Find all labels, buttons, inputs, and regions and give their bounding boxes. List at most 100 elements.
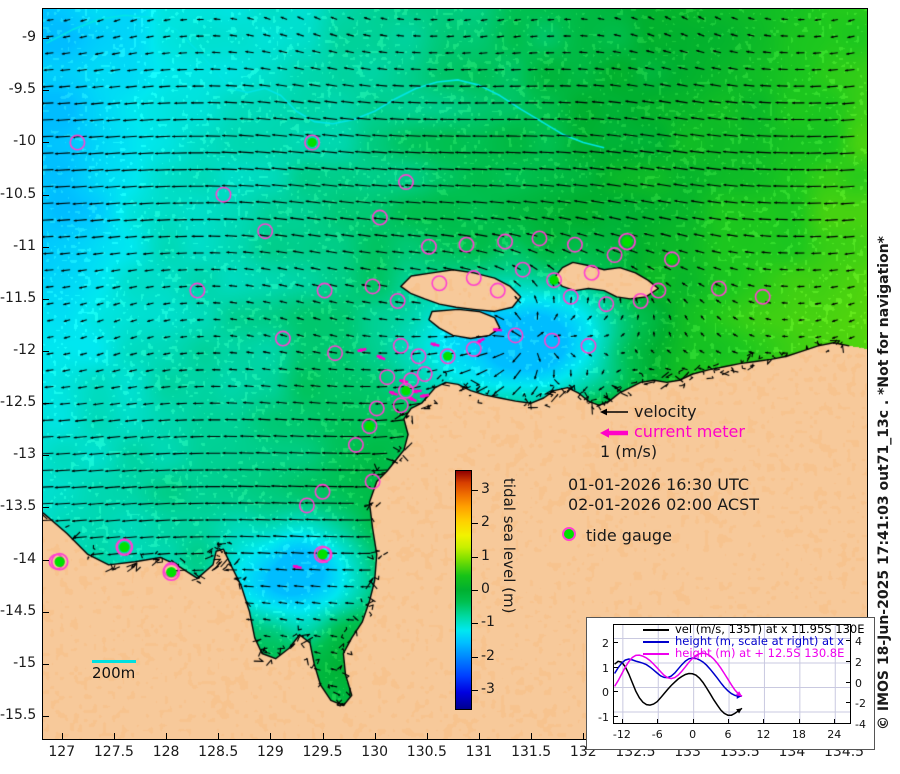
copyright-notice: © IMOS 18-Jun-2025 17:41:03 out71_13c . … [876, 236, 892, 730]
inset-legend-swatch [643, 641, 669, 643]
y-tick-mark [43, 611, 49, 613]
x-tick-label: 129 [257, 744, 284, 760]
x-tick-label: 127.5 [93, 744, 134, 760]
inset-x-tick-label: 18 [791, 728, 806, 741]
x-tick-mark [270, 733, 272, 739]
inset-x-tick-label: 6 [724, 728, 732, 741]
x-tick-label: 127 [48, 744, 76, 760]
x-tick-mark [113, 733, 115, 739]
y-tick-label: -13 [13, 446, 36, 463]
y-tick-label: -15.5 [0, 707, 37, 724]
inset-y-right-tick [846, 722, 850, 724]
x-tick-label: 129.5 [302, 744, 343, 760]
y-tick-mark [43, 194, 49, 196]
x-tick-mark [426, 733, 428, 739]
inset-y-left-tick-label: 2 [602, 637, 609, 651]
y-tick-label: -10.5 [0, 185, 37, 202]
y-tick-label: -13.5 [0, 498, 37, 515]
inset-x-tick-label: 12 [756, 728, 771, 741]
x-tick-label: 130 [361, 744, 389, 760]
inset-legend-swatch [643, 653, 669, 655]
y-tick-label: -14 [13, 550, 36, 567]
velocity-legend-label: velocity [634, 402, 697, 421]
colorbar [455, 470, 472, 710]
y-tick-label: -15 [13, 654, 36, 671]
inset-x-tick [692, 719, 694, 723]
colorbar-tick-label: 2 [481, 514, 490, 531]
inset-y-right-tick-label: 2 [855, 655, 862, 669]
inset-y-right-tick [846, 681, 850, 683]
inset-y-left-tick-label: -1 [598, 710, 609, 724]
inset-legend-swatch [643, 629, 669, 631]
y-tick-mark [43, 507, 49, 509]
inset-series-line [614, 660, 743, 716]
inset-y-left-tick [614, 642, 618, 644]
current-meter-arrow-icon [600, 428, 628, 438]
inset-x-tick-label: -12 [612, 728, 631, 741]
y-tick-label: -9.5 [8, 81, 36, 98]
tide-gauge-marker-icon [562, 527, 576, 541]
y-tick-label: -9 [22, 29, 36, 46]
inset-x-tick [763, 719, 765, 723]
colorbar-tick-mark [472, 523, 478, 525]
colorbar-gradient [455, 470, 472, 710]
colorbar-tick-mark [472, 590, 478, 591]
inset-y-left-tick-label: 0 [602, 686, 609, 700]
current-meter-legend-label: current meter [634, 422, 745, 441]
timeseries-inset-panel[interactable]: 2 1 0 -1 4 2 0 -2 -4 -12 -6 0 6 12 18 24 vel (m/s, 135T… [586, 617, 875, 750]
colorbar-tick-label: -3 [481, 681, 495, 697]
colorbar-title: tidal sea level (m) [500, 478, 518, 614]
colorbar-tick-label: -1 [481, 614, 495, 631]
x-tick-mark [374, 733, 376, 739]
inset-x-tick [728, 719, 730, 723]
inset-y-left-tick [614, 715, 618, 717]
inset-y-left-tick-label: 1 [602, 661, 609, 675]
y-tick-label: -12.5 [0, 394, 37, 411]
inset-y-right-tick-label: -2 [855, 697, 866, 711]
timestamp-local: 02-01-2026 02:00 ACST [568, 495, 760, 514]
inset-y-left-tick [614, 691, 618, 693]
x-tick-mark [531, 733, 533, 739]
x-tick-label: 130.5 [406, 744, 447, 760]
inset-legend-label: height (m) at + 12.5S 130.8E [675, 646, 845, 660]
colorbar-tick-label: -2 [481, 647, 495, 664]
colorbar-tick-label: 3 [481, 481, 490, 497]
y-tick-label: -10 [13, 133, 36, 150]
inset-y-left-tick [614, 666, 618, 668]
colorbar-tick-mark [472, 490, 478, 491]
inset-x-tick-label: 0 [689, 728, 697, 741]
x-tick-label: 131 [465, 744, 493, 760]
colorbar-tick-mark [472, 690, 478, 691]
y-tick-mark [43, 716, 49, 718]
inset-legend-label: height (m, scale at right) at x [675, 634, 844, 648]
x-tick-mark [218, 733, 220, 739]
velocity-scale-label: 1 (m/s) [600, 442, 658, 461]
y-tick-label: -14.5 [0, 602, 37, 619]
scalebar-line [92, 660, 136, 663]
x-tick-label: 128.5 [198, 744, 239, 760]
inset-series-arrow [736, 691, 743, 697]
x-tick-label: 128 [152, 744, 180, 760]
x-tick-mark [322, 733, 324, 739]
colorbar-tick-mark [472, 556, 478, 558]
y-tick-mark [43, 455, 49, 457]
inset-series-line [614, 657, 743, 697]
y-tick-mark [43, 298, 49, 300]
colorbar-tick-mark [472, 656, 478, 658]
x-tick-mark [61, 733, 63, 739]
inset-series-line [614, 652, 743, 698]
inset-x-tick [834, 719, 836, 723]
colorbar-tick-mark [472, 623, 478, 625]
inset-y-right-tick-label: 4 [855, 635, 862, 649]
tide-gauge-legend-label: tide gauge [586, 526, 672, 545]
inset-x-tick-label: -6 [651, 728, 663, 741]
y-tick-mark [43, 246, 49, 248]
y-tick-mark [43, 142, 49, 144]
inset-y-right-tick [846, 702, 850, 704]
velocity-arrow-icon [600, 408, 628, 416]
scalebar-label: 200m [92, 664, 136, 682]
y-tick-label: -12 [13, 342, 36, 359]
inset-x-tick [798, 719, 800, 723]
x-tick-mark [166, 733, 168, 739]
y-tick-mark [43, 663, 49, 665]
